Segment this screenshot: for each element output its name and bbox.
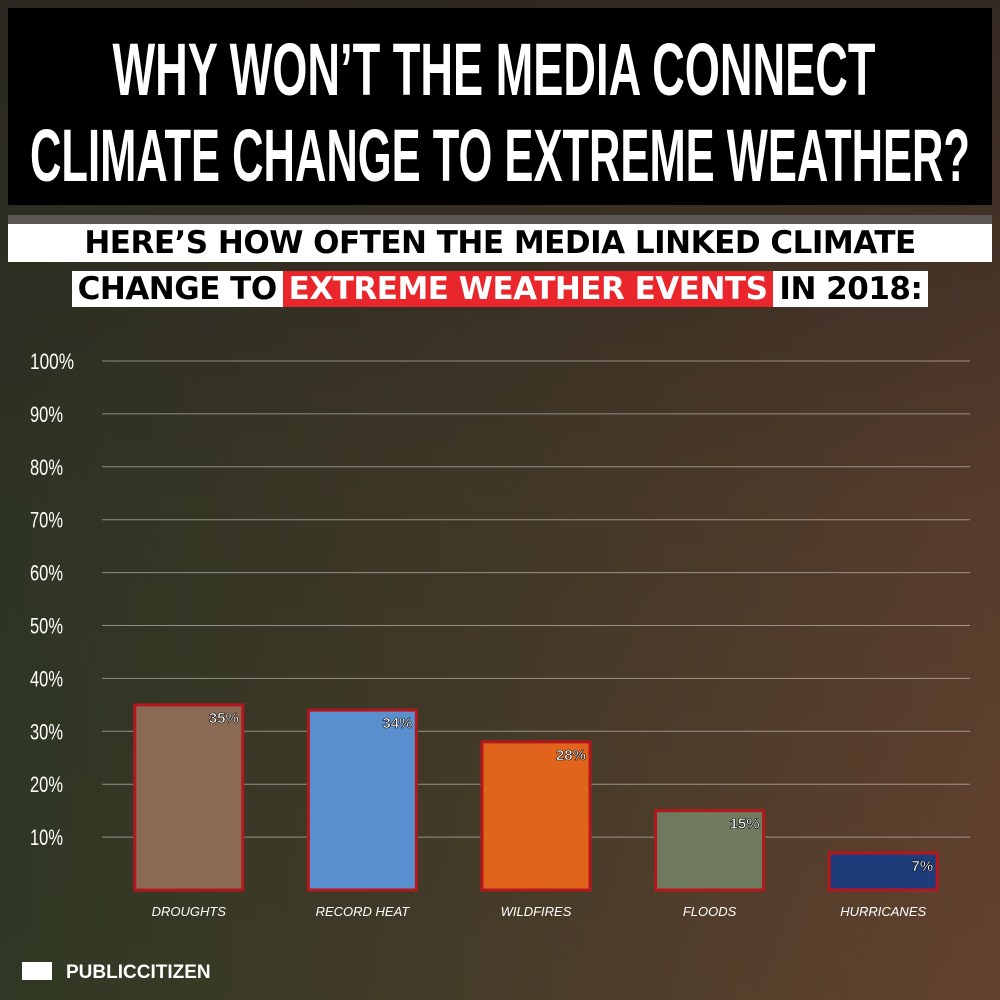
brand-logo [22, 962, 52, 980]
y-tick-label: 30% [30, 719, 63, 744]
subtitle-text: IN 2018: [773, 271, 929, 307]
subtitle-text: HERE’S HOW OFTEN THE MEDIA LINKED CLIMAT… [78, 225, 922, 261]
bar [654, 809, 766, 892]
x-tick-label: DROUGHTS [152, 904, 227, 919]
y-tick-label: 80% [30, 455, 63, 480]
subtitle: HERE’S HOW OFTEN THE MEDIA LINKED CLIMAT… [0, 224, 1000, 262]
y-tick-label: 10% [30, 825, 63, 850]
bar [306, 708, 418, 892]
subtitle-highlight: EXTREME WEATHER EVENTS [282, 271, 774, 307]
y-tick-label: 70% [30, 508, 63, 533]
x-tick-label: RECORD HEAT [316, 904, 411, 919]
value-label: 15% [730, 816, 760, 833]
y-tick-label: 60% [30, 561, 63, 586]
value-label: 28% [556, 747, 586, 764]
bar [480, 740, 592, 892]
title-box [8, 8, 992, 205]
y-tick-label: 90% [30, 402, 63, 427]
x-tick-label: HURRICANES [840, 904, 926, 919]
y-tick-label: 100% [30, 349, 74, 374]
bar [827, 851, 939, 892]
chart-title: CLIMATE CHANGE TO EXTREME WEATHER? [30, 114, 970, 197]
subtitle-band [8, 215, 992, 224]
value-label: 34% [382, 715, 412, 732]
x-tick-label: FLOODS [683, 904, 737, 919]
bar [133, 703, 245, 892]
y-tick-label: 40% [30, 666, 63, 691]
y-tick-label: 20% [30, 772, 63, 797]
chart-title: WHY WON’T THE MEDIA CONNECT [113, 28, 876, 111]
subtitle: CHANGE TO EXTREME WEATHER EVENTS IN 2018: [0, 270, 1000, 308]
x-tick-label: WILDFIRES [501, 904, 572, 919]
brand: PUBLICCITIZEN [66, 962, 211, 983]
value-label: 35% [209, 710, 239, 727]
y-tick-label: 50% [30, 614, 63, 639]
value-label: 7% [912, 858, 934, 875]
subtitle-text: CHANGE TO [71, 271, 283, 307]
